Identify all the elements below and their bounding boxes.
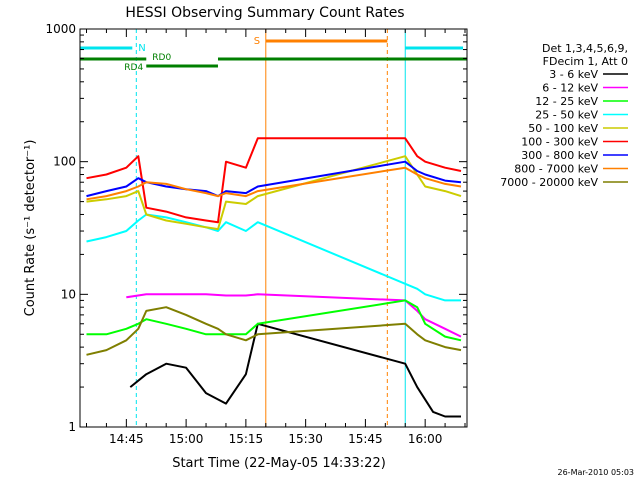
series-line-9 (86, 306, 462, 356)
x-tick-label: 14:45 (109, 432, 144, 446)
legend-item-label: 100 - 300 keV (521, 136, 598, 149)
x-tick-label: 15:45 (348, 432, 383, 446)
chart-title: HESSI Observing Summary Count Rates (125, 5, 404, 21)
y-tick-label: 1000 (45, 22, 76, 36)
y-tick-label: 10 (61, 287, 76, 301)
series-line-3 (86, 299, 462, 342)
saa-label: S (254, 36, 260, 47)
footer-timestamp: 26-Mar-2010 05:03 (558, 468, 635, 477)
legend-item-label: 50 - 100 keV (528, 122, 598, 135)
night-label: N (138, 43, 145, 54)
plot-frame (79, 28, 468, 428)
legend-item-label: 7000 - 20000 keV (500, 176, 598, 189)
legend-header-line-1: Det 1,3,4,5,6,9, (542, 42, 628, 55)
y-tick-label: 1 (68, 420, 76, 434)
x-tick-label: 15:30 (288, 432, 323, 446)
series-layer (86, 137, 462, 418)
rd0-label: RD0 (152, 53, 171, 63)
legend-item-label: 12 - 25 keV (535, 95, 598, 108)
series-line-1 (129, 322, 461, 418)
y-axis-label: Count Rate (s⁻¹ detector⁻¹) (23, 140, 38, 317)
x-tick-label: 15:00 (169, 432, 204, 446)
series-line-5 (86, 155, 462, 231)
series-line-2 (126, 293, 462, 338)
axis-layer: 1 10 100 1000 14:45 15:00 15:15 15:30 15:45 16:00 (45, 22, 467, 446)
series-line-8 (86, 166, 462, 201)
legend-item-label: 6 - 12 keV (542, 82, 598, 95)
legend-item-label: 25 - 50 keV (535, 109, 598, 122)
legend-item-label: 800 - 7000 keV (514, 163, 598, 176)
x-tick-label: 15:15 (229, 432, 264, 446)
rd4-label: RD4 (124, 63, 143, 73)
x-tick-label: 16:00 (408, 432, 443, 446)
legend-item-label: 3 - 6 keV (549, 68, 598, 81)
series-line-6 (86, 137, 462, 224)
legend-header-line-2: FDecim 1, Att 0 (543, 55, 628, 68)
legend-item-label: 300 - 800 keV (521, 149, 598, 162)
y-tick-label: 100 (53, 155, 76, 169)
series-line-4 (86, 213, 461, 302)
x-axis-label: Start Time (22-May-05 14:33:22) (172, 456, 386, 471)
